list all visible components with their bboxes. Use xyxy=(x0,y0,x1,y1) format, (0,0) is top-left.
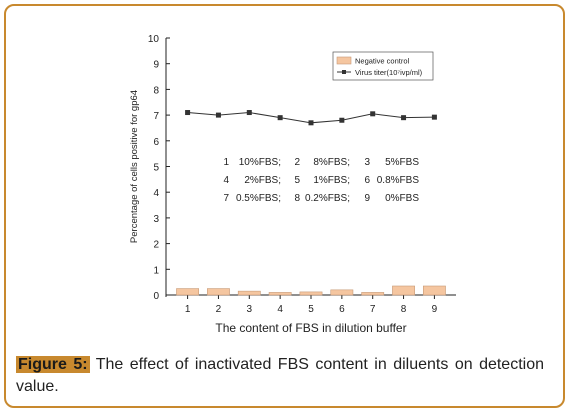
bar-negative-control xyxy=(299,291,323,296)
point-virus-titer xyxy=(308,120,314,126)
annotation-text: 2 xyxy=(294,157,300,168)
point-virus-titer xyxy=(431,114,437,120)
point-virus-titer xyxy=(215,112,221,118)
annotation-text: 6 xyxy=(364,175,370,186)
annotation-text: 10%FBS; xyxy=(239,157,281,168)
annotation-text: 0.8%FBS xyxy=(377,175,420,186)
y-tick-label: 1 xyxy=(153,265,159,276)
annotation-text: 0.2%FBS; xyxy=(305,193,350,204)
point-virus-titer xyxy=(339,117,345,123)
y-tick-label: 3 xyxy=(153,214,159,225)
x-tick-label: 9 xyxy=(432,304,438,315)
figure-label: Figure 5: xyxy=(16,356,90,373)
annotation-text: 0.5%FBS; xyxy=(236,193,281,204)
bar-negative-control xyxy=(176,288,200,296)
bar-negative-control xyxy=(361,292,385,296)
point-virus-titer xyxy=(277,115,283,121)
y-tick-label: 2 xyxy=(153,240,159,251)
bar-negative-control xyxy=(207,288,230,296)
y-tick-label: 10 xyxy=(148,34,160,45)
x-axis-label: The content of FBS in dilution buffer xyxy=(215,321,406,335)
bar-negative-control xyxy=(237,290,261,296)
annotation-text: 9 xyxy=(364,193,370,204)
figure-caption: Figure 5: The effect of inactivated FBS … xyxy=(16,354,544,398)
y-tick-label: 0 xyxy=(153,291,159,302)
y-tick-label: 5 xyxy=(153,163,159,174)
legend-marker-virus-titer xyxy=(342,70,346,74)
annotation-text: 0%FBS xyxy=(385,193,419,204)
annotation-text: 8 xyxy=(294,193,300,204)
legend-label-negative-control: Negative control xyxy=(355,57,410,66)
annotation-text: 1%FBS; xyxy=(313,175,350,186)
x-tick-label: 5 xyxy=(308,304,314,315)
point-virus-titer xyxy=(185,110,191,116)
point-virus-titer xyxy=(246,110,252,116)
x-tick-label: 4 xyxy=(277,304,283,315)
legend-box xyxy=(332,51,434,81)
x-tick-label: 1 xyxy=(185,304,191,315)
annotation-text: 3 xyxy=(364,157,370,168)
annotation-text: 7 xyxy=(223,193,229,204)
y-tick-label: 9 xyxy=(153,60,159,71)
x-tick-label: 2 xyxy=(216,304,222,315)
y-axis-label: Percentage of cells positive for gp64 xyxy=(129,90,140,243)
x-tick-label: 8 xyxy=(401,304,407,315)
x-tick-label: 6 xyxy=(339,304,345,315)
y-tick-label: 6 xyxy=(153,137,159,148)
x-tick-label: 7 xyxy=(370,304,376,315)
bar-negative-control xyxy=(268,292,292,296)
annotation-text: 5%FBS xyxy=(385,157,419,168)
chart: 0 1 2 3 4 5 6 7 8 9 10 Percentage of cells positive… xyxy=(129,34,456,335)
y-tick-label: 8 xyxy=(153,85,159,96)
annotation-text: 5 xyxy=(294,175,300,186)
y-tick-label: 7 xyxy=(153,111,159,122)
y-tick-label: 4 xyxy=(153,188,159,199)
caption-text: The effect of inactivated FBS content in… xyxy=(16,356,545,395)
annotation-text: 8%FBS; xyxy=(313,157,350,168)
annotation-text: 4 xyxy=(223,175,229,186)
legend-swatch-negative-control xyxy=(336,56,352,65)
point-virus-titer xyxy=(370,111,376,117)
annotation-text: 1 xyxy=(223,157,229,168)
point-virus-titer xyxy=(401,115,407,121)
bar-negative-control xyxy=(330,289,354,296)
figure-frame xyxy=(4,4,565,408)
x-tick-label: 3 xyxy=(247,304,253,315)
bar-negative-control xyxy=(422,285,446,296)
bar-negative-control xyxy=(392,285,415,296)
legend-label-virus-titer: Virus titer(10⁷ivp/ml) xyxy=(355,68,423,77)
annotation-text: 2%FBS; xyxy=(244,175,281,186)
